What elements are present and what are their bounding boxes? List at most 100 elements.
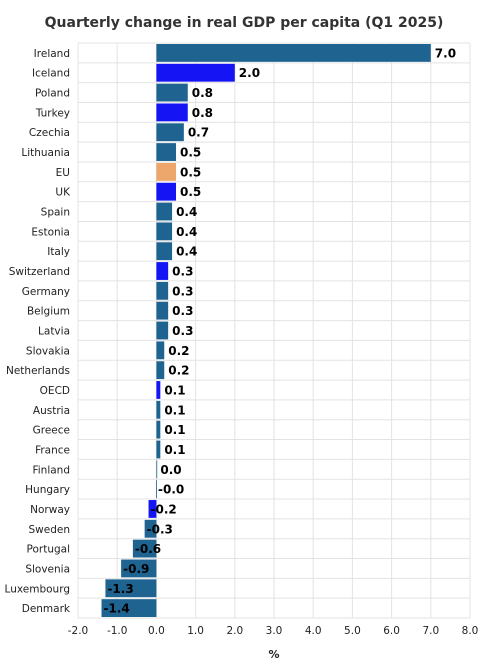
x-tick-label: 7.0	[422, 625, 439, 637]
x-tick-label: -1.0	[107, 625, 128, 637]
value-label: 0.3	[172, 284, 193, 298]
value-label: -0.6	[135, 542, 161, 556]
bar-eu	[156, 162, 176, 181]
category-label: Estonia	[31, 226, 70, 238]
value-label: 0.2	[168, 344, 189, 358]
x-tick-label: 8.0	[462, 625, 479, 637]
value-label: 0.1	[164, 443, 185, 457]
x-tick-label: 2.0	[226, 625, 243, 637]
category-label: Belgium	[27, 306, 70, 318]
value-label: 0.4	[176, 225, 197, 239]
bar-estonia	[156, 222, 173, 241]
bar-ireland	[156, 44, 431, 62]
bar-norway	[148, 500, 157, 518]
bar-switzerland	[156, 262, 169, 280]
x-tick-label: 1.0	[187, 625, 204, 637]
bar-italy	[156, 242, 173, 261]
bar-spain	[156, 202, 173, 221]
bar-portugal	[132, 539, 157, 558]
x-tick-label: 0.0	[148, 625, 165, 637]
bar-czechia	[156, 123, 184, 142]
chart-title: Quarterly change in real GDP per capita …	[45, 15, 444, 31]
bar-luxembourg	[105, 579, 157, 598]
value-label: 0.4	[176, 245, 197, 259]
category-labels: Ireland Iceland Poland Turkey Czechia Lithuan…	[5, 48, 72, 615]
value-label: 0.1	[164, 423, 185, 437]
value-label: 0.3	[172, 265, 193, 279]
value-label: 0.5	[180, 185, 201, 199]
value-label: 2.0	[239, 66, 260, 80]
x-axis-ticks: -2.0 -1.0 0.0 1.0 2.0 3.0 4.0 5.0 6.0 7.0 8.0	[68, 625, 479, 637]
bar-poland	[156, 83, 188, 102]
value-label: -1.4	[104, 602, 130, 616]
value-label: 0.8	[192, 86, 213, 100]
category-label: Germany	[22, 286, 70, 298]
category-label: Spain	[41, 207, 70, 219]
bar-belgium	[156, 301, 169, 320]
category-label: Norway	[30, 504, 70, 516]
bar-germany	[156, 281, 169, 300]
bar-denmark	[101, 599, 157, 617]
category-label: EU	[56, 167, 70, 179]
category-label: Turkey	[35, 107, 70, 119]
x-tick-label: -2.0	[68, 625, 89, 637]
gridlines	[77, 42, 471, 619]
value-labels: 7.0 2.0 0.8 0.8 0.7 0.5 0.5 0.5 0.4 0.4 0.4 0.3 0.3 0…	[104, 46, 457, 615]
bar-greece	[156, 420, 161, 439]
value-label: 0.3	[172, 324, 193, 338]
value-label: 0.1	[164, 383, 185, 397]
value-label: -0.3	[147, 522, 173, 536]
bars	[101, 44, 431, 617]
value-label: 0.0	[160, 463, 181, 477]
value-label: 0.5	[180, 146, 201, 160]
bar-lithuania	[156, 143, 176, 161]
category-label: Slovenia	[25, 563, 70, 575]
value-label: -1.3	[107, 582, 133, 596]
x-tick-label: 5.0	[344, 625, 361, 637]
value-label: 0.3	[172, 304, 193, 318]
category-label: Lithuania	[21, 147, 70, 159]
bar-latvia	[156, 321, 169, 340]
category-label: Denmark	[22, 603, 71, 615]
bar-slovenia	[121, 559, 157, 578]
value-label: 0.1	[164, 403, 185, 417]
value-label: 0.8	[192, 106, 213, 120]
bar-netherlands	[156, 361, 165, 380]
value-label: 0.2	[168, 364, 189, 378]
category-label: Switzerland	[9, 266, 70, 278]
category-label: OECD	[40, 385, 70, 397]
value-label: 0.4	[176, 205, 197, 219]
bar-slovakia	[156, 341, 165, 360]
value-label: 7.0	[435, 46, 456, 60]
x-tick-label: 4.0	[305, 625, 322, 637]
x-tick-label: 6.0	[383, 625, 400, 637]
category-label: Iceland	[32, 68, 70, 80]
category-label: Ireland	[34, 48, 70, 60]
bar-iceland	[156, 63, 235, 82]
category-label: Poland	[35, 88, 70, 100]
category-label: Slovakia	[26, 345, 70, 357]
bar-sweden	[144, 519, 157, 538]
category-label: Luxembourg	[5, 583, 70, 595]
category-label: Portugal	[27, 544, 71, 556]
value-label: -0.2	[151, 502, 177, 516]
value-label: 0.5	[180, 165, 201, 179]
category-label: Finland	[32, 464, 70, 476]
category-label: Netherlands	[6, 365, 70, 377]
category-label: France	[35, 444, 70, 456]
category-label: UK	[55, 187, 71, 199]
value-label: -0.0	[158, 483, 184, 497]
bar-finland	[156, 460, 158, 479]
category-label: Greece	[33, 425, 70, 437]
bar-hungary	[156, 480, 157, 499]
value-label: -0.9	[123, 562, 149, 576]
x-axis-label: %	[268, 648, 279, 661]
category-label: Hungary	[25, 484, 70, 496]
bar-austria	[156, 400, 161, 419]
category-label: Sweden	[29, 524, 71, 536]
category-label: Italy	[47, 246, 70, 258]
value-label: 0.7	[188, 126, 209, 140]
bar-turkey	[156, 103, 188, 122]
category-label: Austria	[33, 405, 70, 417]
